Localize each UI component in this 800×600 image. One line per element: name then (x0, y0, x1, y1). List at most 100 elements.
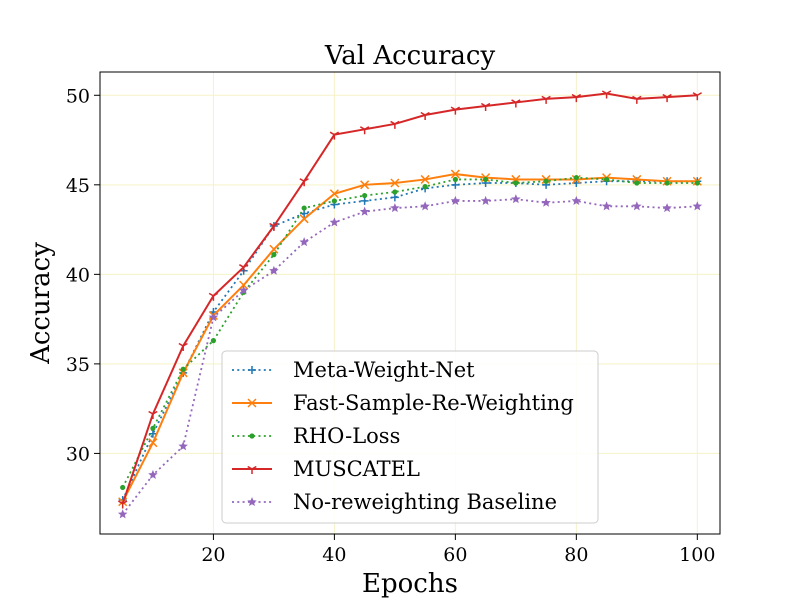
series-no-reweighting-baseline (117, 194, 703, 519)
data-point-meta-weight-net (148, 429, 157, 438)
data-point-meta-weight-net (451, 180, 460, 189)
data-point-no-reweighting-baseline (238, 285, 249, 295)
data-point-no-reweighting-baseline (601, 201, 612, 211)
data-point-rho-loss (362, 192, 368, 199)
data-point-fast-sample-re-weighting (450, 169, 460, 179)
legend-marker (247, 398, 257, 408)
y-tick-label: 30 (66, 443, 90, 465)
data-point-muscatel (450, 106, 461, 115)
data-point-rho-loss (664, 180, 670, 186)
data-point-rho-loss (180, 366, 186, 372)
legend-item-rho-loss: RHO-Loss (232, 424, 400, 448)
x-tick-label: 20 (201, 544, 225, 566)
data-point-muscatel (118, 500, 128, 509)
data-point-rho-loss (513, 180, 519, 186)
data-point-rho-loss (120, 484, 126, 491)
legend-label: No-reweighting Baseline (293, 490, 557, 514)
y-tick-label: 40 (66, 264, 90, 286)
y-tick-label: 45 (66, 175, 90, 197)
data-point-muscatel (662, 93, 672, 103)
data-point-muscatel (178, 342, 188, 351)
data-point-muscatel (208, 292, 219, 301)
series-line-fast-sample-re-weighting (121, 173, 698, 503)
data-point-meta-weight-net (390, 193, 399, 202)
legend-item-fast-sample-re-weighting: Fast-Sample-Re-Weighting (232, 391, 574, 415)
legend-box (221, 350, 599, 524)
data-point-no-reweighting-baseline (359, 206, 370, 216)
data-point-no-reweighting-baseline (632, 201, 642, 211)
data-point-muscatel (390, 120, 400, 129)
data-point-no-reweighting-baseline (450, 195, 461, 205)
chart-title: Val Accuracy (324, 41, 496, 71)
data-point-rho-loss (452, 176, 458, 183)
y-tick-label: 50 (66, 85, 90, 107)
data-point-rho-loss (271, 252, 277, 258)
data-point-no-reweighting-baseline (692, 201, 703, 211)
data-point-fast-sample-re-weighting (148, 438, 158, 448)
y-axis-ticks: 30 35 40 45 50 (66, 85, 100, 465)
data-point-no-reweighting-baseline (269, 265, 279, 275)
y-axis-label: Accuracy (26, 242, 56, 365)
data-point-no-reweighting-baseline (178, 441, 188, 451)
data-point-muscatel (692, 92, 702, 101)
legend-label: RHO-Loss (293, 424, 400, 448)
data-point-no-reweighting-baseline (541, 197, 551, 207)
data-point-muscatel (359, 126, 370, 135)
data-point-fast-sample-re-weighting (390, 178, 400, 188)
data-point-muscatel (329, 131, 340, 140)
data-point-fast-sample-re-weighting (420, 174, 430, 184)
data-point-rho-loss (483, 176, 489, 183)
series-rho-loss (120, 175, 700, 491)
data-point-rho-loss (543, 178, 549, 184)
data-point-muscatel (299, 178, 309, 187)
legend-item-meta-weight-net: Meta-Weight-Net (232, 358, 475, 382)
data-point-no-reweighting-baseline (299, 237, 309, 247)
data-point-rho-loss (634, 180, 640, 186)
data-point-muscatel (148, 410, 158, 420)
data-point-rho-loss (301, 205, 307, 211)
data-point-rho-loss (603, 176, 610, 183)
data-point-no-reweighting-baseline (511, 194, 521, 204)
data-point-fast-sample-re-weighting (329, 189, 339, 199)
data-point-muscatel (420, 111, 430, 120)
data-point-muscatel (601, 90, 612, 99)
data-point-fast-sample-re-weighting (178, 368, 188, 378)
data-point-rho-loss (422, 184, 428, 190)
legend-marker (247, 465, 257, 474)
data-point-no-reweighting-baseline (208, 312, 219, 322)
data-point-no-reweighting-baseline (662, 203, 672, 213)
legend-marker (247, 497, 257, 507)
legend-label: Fast-Sample-Re-Weighting (293, 391, 574, 415)
data-point-rho-loss (694, 180, 700, 186)
data-point-rho-loss (392, 189, 398, 195)
series-line-meta-weight-net (121, 180, 698, 501)
plot-frame (99, 71, 721, 535)
data-point-no-reweighting-baseline (571, 195, 582, 205)
legend: Meta-Weight-Net Fast-Sample-Re-Weighting R… (221, 350, 599, 524)
legend-marker (249, 433, 255, 439)
data-point-fast-sample-re-weighting (299, 214, 309, 224)
x-tick-label: 40 (322, 544, 346, 566)
data-point-fast-sample-re-weighting (239, 280, 249, 290)
data-point-rho-loss (331, 198, 337, 204)
x-axis-label: Epochs (362, 569, 458, 599)
data-point-no-reweighting-baseline (329, 217, 340, 227)
series-muscatel (118, 90, 702, 509)
data-point-muscatel (541, 95, 551, 104)
data-point-rho-loss (573, 175, 579, 181)
legend-label: Meta-Weight-Net (293, 358, 475, 382)
data-point-fast-sample-re-weighting (269, 244, 279, 254)
data-point-no-reweighting-baseline (148, 469, 158, 479)
legend-label: MUSCATEL (293, 457, 420, 481)
legend-item-no-reweighting-baseline: No-reweighting Baseline (232, 490, 557, 514)
series-group (117, 90, 703, 519)
data-point-fast-sample-re-weighting (360, 180, 370, 190)
x-tick-label: 60 (443, 544, 467, 566)
data-point-muscatel (238, 264, 249, 273)
data-point-muscatel (480, 102, 491, 112)
y-tick-label: 35 (66, 354, 90, 376)
data-point-muscatel (269, 222, 279, 231)
data-point-no-reweighting-baseline (117, 509, 128, 519)
series-line-muscatel (121, 92, 698, 504)
data-point-no-reweighting-baseline (420, 201, 430, 211)
